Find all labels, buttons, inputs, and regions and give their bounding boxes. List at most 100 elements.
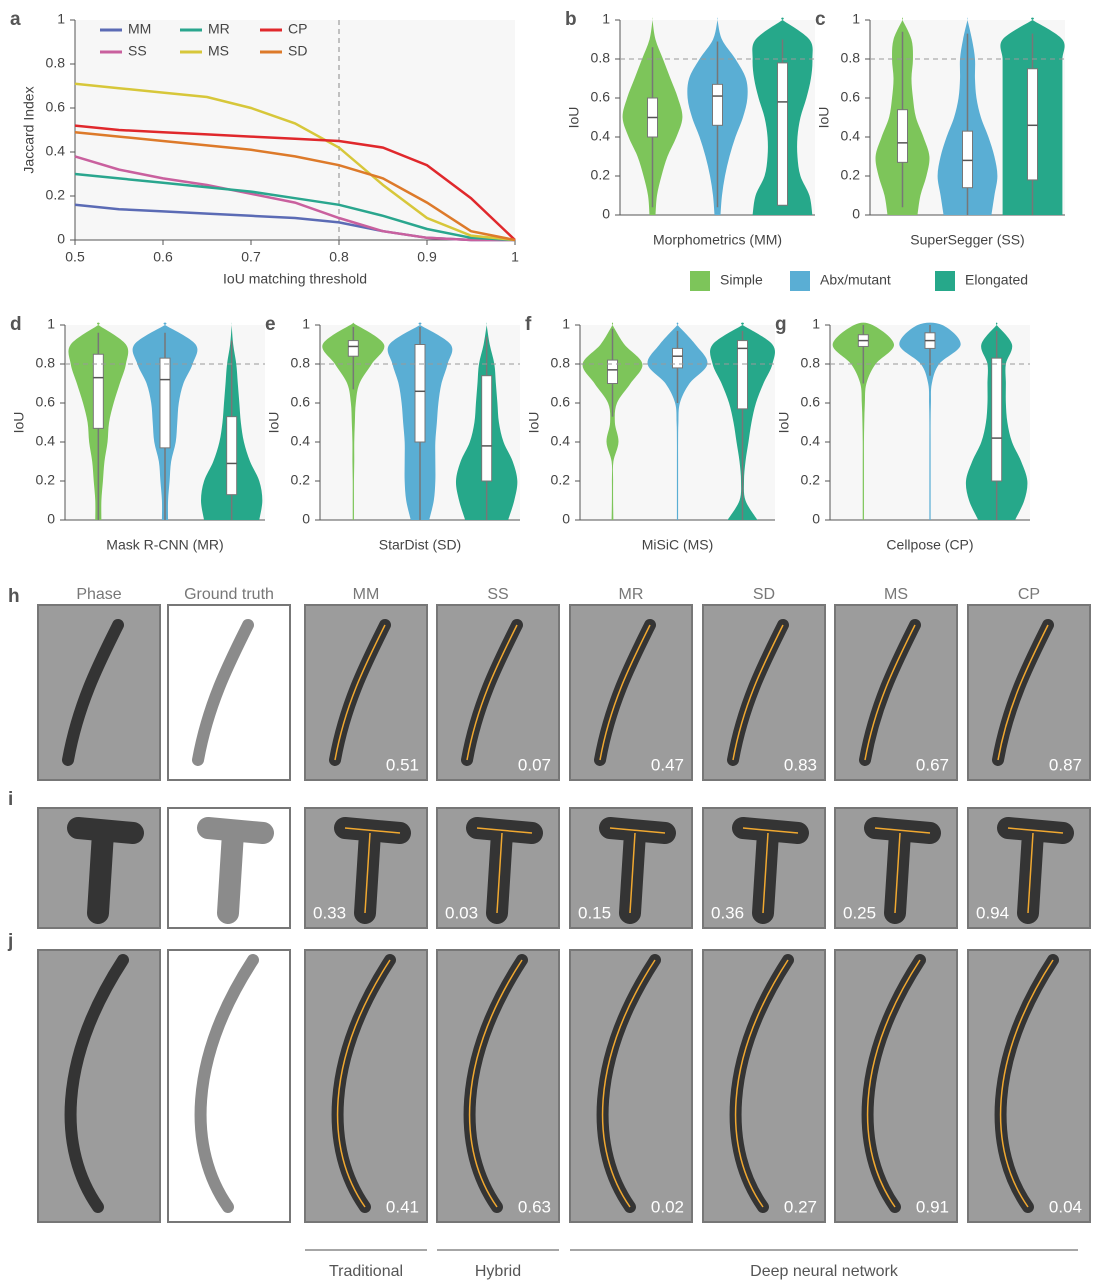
legend-label: MM bbox=[128, 21, 151, 37]
score: 0.63 bbox=[518, 1197, 551, 1216]
y-tick-label: 1 bbox=[302, 316, 310, 332]
legend-label: MS bbox=[208, 43, 229, 59]
panel-label: g bbox=[775, 314, 787, 335]
y-tick-label: 0.8 bbox=[801, 355, 821, 371]
y-tick-label: 0 bbox=[852, 206, 860, 222]
panel-label: e bbox=[265, 314, 276, 335]
box bbox=[738, 341, 748, 409]
x-tick-label: 0.9 bbox=[417, 249, 437, 265]
y-tick-label: 0.4 bbox=[591, 128, 611, 144]
microscopy-image bbox=[305, 605, 427, 780]
score: 0.04 bbox=[1049, 1197, 1082, 1216]
microscopy-image bbox=[38, 605, 160, 780]
score: 0.87 bbox=[1049, 755, 1082, 774]
x-axis-label: Mask R-CNN (MR) bbox=[106, 537, 223, 553]
x-tick-label: 0.6 bbox=[153, 249, 173, 265]
y-tick-label: 0.6 bbox=[291, 394, 311, 410]
group-label: Deep neural network bbox=[750, 1263, 899, 1280]
legend-label: MR bbox=[208, 21, 230, 37]
y-tick-label: 1 bbox=[602, 11, 610, 27]
y-tick-label: 0.6 bbox=[551, 394, 571, 410]
score: 0.33 bbox=[313, 903, 346, 922]
microscopy-image bbox=[570, 605, 692, 780]
panel-label: b bbox=[565, 9, 577, 30]
legend-label: Elongated bbox=[965, 272, 1028, 288]
score: 0.94 bbox=[976, 903, 1009, 922]
box bbox=[482, 376, 492, 481]
y-tick-label: 0.2 bbox=[36, 472, 56, 488]
score: 0.41 bbox=[386, 1197, 419, 1216]
figure: a00.20.40.60.81Jaccard IndexIoU matching… bbox=[0, 0, 1095, 1283]
y-tick-label: 0.2 bbox=[551, 472, 571, 488]
legend-label: Simple bbox=[720, 272, 763, 288]
box bbox=[93, 354, 103, 428]
y-axis-label: IoU bbox=[776, 412, 792, 434]
y-tick-label: 0.8 bbox=[36, 355, 56, 371]
y-axis-label: Jaccard Index bbox=[21, 86, 37, 173]
microscopy-image bbox=[703, 605, 825, 780]
legend-label: SD bbox=[288, 43, 307, 59]
ground-truth-image bbox=[168, 605, 290, 780]
group-label: Hybrid bbox=[475, 1263, 521, 1280]
column-header: SD bbox=[753, 586, 775, 603]
y-tick-label: 0 bbox=[602, 206, 610, 222]
box bbox=[415, 345, 425, 443]
y-tick-label: 1 bbox=[47, 316, 55, 332]
column-header: MS bbox=[884, 586, 908, 603]
score: 0.36 bbox=[711, 903, 744, 922]
group-label: Traditional bbox=[329, 1263, 403, 1280]
box bbox=[1028, 69, 1038, 180]
score: 0.51 bbox=[386, 755, 419, 774]
y-tick-label: 0.2 bbox=[291, 472, 311, 488]
y-axis-label: IoU bbox=[526, 412, 542, 434]
legend-label: SS bbox=[128, 43, 147, 59]
legend-label: CP bbox=[288, 21, 307, 37]
y-tick-label: 0.8 bbox=[46, 55, 66, 71]
panel-label: c bbox=[815, 9, 826, 30]
score: 0.67 bbox=[916, 755, 949, 774]
panel-label: j bbox=[7, 931, 13, 952]
panel-label: d bbox=[10, 314, 22, 335]
y-tick-label: 0.4 bbox=[46, 143, 66, 159]
score: 0.07 bbox=[518, 755, 551, 774]
y-tick-label: 0.2 bbox=[46, 187, 66, 203]
box bbox=[992, 358, 1002, 481]
x-tick-label: 0.5 bbox=[65, 249, 85, 265]
score: 0.15 bbox=[578, 903, 611, 922]
box bbox=[348, 341, 358, 357]
y-tick-label: 0 bbox=[812, 511, 820, 527]
score: 0.03 bbox=[445, 903, 478, 922]
y-tick-label: 0.4 bbox=[551, 433, 571, 449]
y-axis-label: IoU bbox=[566, 107, 582, 129]
panel-label: f bbox=[525, 314, 532, 335]
y-tick-label: 0 bbox=[302, 511, 310, 527]
legend-swatch bbox=[790, 271, 810, 291]
x-axis-label: MiSiC (MS) bbox=[642, 537, 714, 553]
score: 0.25 bbox=[843, 903, 876, 922]
y-tick-label: 1 bbox=[852, 11, 860, 27]
column-header: MR bbox=[619, 586, 644, 603]
column-header: MM bbox=[353, 586, 380, 603]
x-axis-label: IoU matching threshold bbox=[223, 271, 367, 287]
score: 0.47 bbox=[651, 755, 684, 774]
y-tick-label: 0.8 bbox=[291, 355, 311, 371]
y-tick-label: 0.6 bbox=[36, 394, 56, 410]
y-tick-label: 0 bbox=[562, 511, 570, 527]
column-header: CP bbox=[1018, 586, 1040, 603]
y-tick-label: 0.4 bbox=[841, 128, 861, 144]
y-tick-label: 1 bbox=[812, 316, 820, 332]
box bbox=[963, 131, 973, 188]
y-tick-label: 0.8 bbox=[591, 50, 611, 66]
y-tick-label: 0.4 bbox=[801, 433, 821, 449]
y-tick-label: 0.6 bbox=[841, 89, 861, 105]
legend-swatch bbox=[690, 271, 710, 291]
y-tick-label: 0.4 bbox=[291, 433, 311, 449]
microscopy-image bbox=[437, 605, 559, 780]
microscopy-image bbox=[968, 605, 1090, 780]
y-axis-label: IoU bbox=[816, 107, 832, 129]
x-axis-label: SuperSegger (SS) bbox=[910, 232, 1024, 248]
score: 0.83 bbox=[784, 755, 817, 774]
panel-label: h bbox=[8, 586, 20, 607]
column-header: Phase bbox=[76, 586, 121, 603]
score: 0.27 bbox=[784, 1197, 817, 1216]
